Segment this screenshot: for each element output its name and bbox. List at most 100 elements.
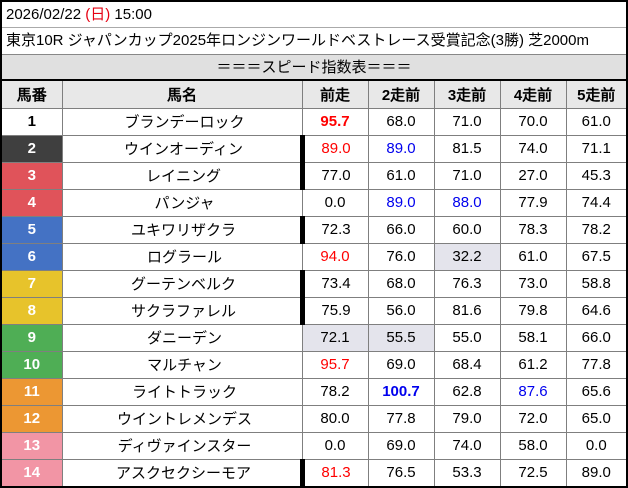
index-value-cell: 77.0: [299, 161, 369, 190]
index-value-cell: 88.0: [433, 188, 501, 217]
index-value-cell: 95.7: [301, 350, 369, 379]
col-header-horse-number: 馬番: [2, 81, 63, 109]
index-value-cell: 71.0: [433, 161, 501, 190]
table-row: 10 マルチャン 95.7 69.0 68.4 61.2 77.8: [2, 350, 626, 379]
horse-number-cell: 2: [2, 134, 63, 163]
speed-index-table: 馬番 馬名 前走 2走前 3走前 4走前 5走前 1 ブランデーロック 95.7…: [2, 81, 626, 486]
horse-number-cell: 12: [2, 404, 63, 433]
index-value-cell: 68.4: [433, 350, 501, 379]
index-value-cell: 87.6: [499, 377, 567, 406]
index-value-cell: 68.0: [367, 107, 435, 136]
horse-number-cell: 1: [2, 107, 63, 136]
horse-name-cell: サクラファレル: [61, 296, 303, 325]
table-row: 12 ウイントレメンデス 80.0 77.8 79.0 72.0 65.0: [2, 404, 626, 433]
horse-name-cell: ログラール: [61, 242, 303, 271]
horse-name-cell: レイニング: [61, 161, 303, 190]
index-value-cell: 64.6: [565, 296, 626, 325]
horse-name-cell: アスクセクシーモア: [61, 458, 303, 486]
col-header-last-run: 前走: [301, 81, 369, 109]
horse-number-cell: 10: [2, 350, 63, 379]
col-header-4-runs-ago: 4走前: [499, 81, 567, 109]
index-value-cell: 89.0: [565, 458, 626, 486]
index-value-cell: 62.8: [433, 377, 501, 406]
index-value-cell: 58.8: [565, 269, 626, 298]
index-value-cell: 79.0: [433, 404, 501, 433]
index-value-cell: 68.0: [367, 269, 435, 298]
index-value-cell: 55.0: [433, 323, 501, 352]
index-value-cell: 53.3: [433, 458, 501, 486]
index-value-cell: 80.0: [301, 404, 369, 433]
table-row: 5 ユキワリザクラ 72.3 66.0 60.0 78.3 78.2: [2, 215, 626, 244]
horse-name-cell: グーテンベルク: [61, 269, 303, 298]
horse-number-cell: 9: [2, 323, 63, 352]
index-value-cell: 58.1: [499, 323, 567, 352]
index-value-cell: 61.2: [499, 350, 567, 379]
index-value-cell: 71.1: [565, 134, 626, 163]
index-value-cell: 89.0: [367, 188, 435, 217]
index-value-cell: 78.2: [301, 377, 369, 406]
index-value-cell: 45.3: [565, 161, 626, 190]
horse-number-cell: 3: [2, 161, 63, 190]
index-value-cell: 81.6: [433, 296, 501, 325]
race-date: 2026/02/22: [6, 6, 82, 23]
speed-table-body: 1 ブランデーロック 95.7 68.0 71.0 70.0 61.0 2 ウイ…: [2, 107, 626, 486]
index-value-cell: 76.0: [367, 242, 435, 271]
index-value-cell: 78.3: [499, 215, 567, 244]
index-value-cell: 73.0: [499, 269, 567, 298]
index-value-cell: 0.0: [301, 188, 369, 217]
index-value-cell: 72.3: [299, 215, 369, 244]
horse-number-cell: 7: [2, 269, 63, 298]
index-value-cell: 89.0: [367, 134, 435, 163]
index-value-cell: 66.0: [367, 215, 435, 244]
index-value-cell: 81.3: [299, 458, 369, 486]
table-row: 1 ブランデーロック 95.7 68.0 71.0 70.0 61.0: [2, 107, 626, 136]
horse-number-cell: 13: [2, 431, 63, 460]
horse-name-cell: パンジャ: [61, 188, 303, 217]
index-value-cell: 67.5: [565, 242, 626, 271]
horse-name-cell: ブランデーロック: [61, 107, 303, 136]
horse-number-cell: 11: [2, 377, 63, 406]
index-value-cell: 76.3: [433, 269, 501, 298]
horse-number-cell: 4: [2, 188, 63, 217]
table-row: 9 ダニーデン 72.1 55.5 55.0 58.1 66.0: [2, 323, 626, 352]
index-value-cell: 70.0: [499, 107, 567, 136]
col-header-3-runs-ago: 3走前: [433, 81, 501, 109]
index-value-cell: 95.7: [301, 107, 369, 136]
table-row: 3 レイニング 77.0 61.0 71.0 27.0 45.3: [2, 161, 626, 190]
index-value-cell: 72.1: [301, 323, 369, 352]
table-row: 14 アスクセクシーモア 81.3 76.5 53.3 72.5 89.0: [2, 458, 626, 486]
table-row: 11 ライトトラック 78.2 100.7 62.8 87.6 65.6: [2, 377, 626, 406]
horse-number-cell: 8: [2, 296, 63, 325]
index-value-cell: 66.0: [565, 323, 626, 352]
index-value-cell: 27.0: [499, 161, 567, 190]
index-value-cell: 77.8: [367, 404, 435, 433]
index-value-cell: 0.0: [301, 431, 369, 460]
table-row: 4 パンジャ 0.0 89.0 88.0 77.9 74.4: [2, 188, 626, 217]
index-value-cell: 100.7: [367, 377, 435, 406]
horse-number-cell: 5: [2, 215, 63, 244]
index-value-cell: 72.5: [499, 458, 567, 486]
table-row: 8 サクラファレル 75.9 56.0 81.6 79.8 64.6: [2, 296, 626, 325]
index-value-cell: 78.2: [565, 215, 626, 244]
index-value-cell: 61.0: [565, 107, 626, 136]
index-value-cell: 65.0: [565, 404, 626, 433]
horse-name-cell: ライトトラック: [61, 377, 303, 406]
table-row: 13 ディヴァインスター 0.0 69.0 74.0 58.0 0.0: [2, 431, 626, 460]
index-value-cell: 72.0: [499, 404, 567, 433]
index-value-cell: 71.0: [433, 107, 501, 136]
col-header-5-runs-ago: 5走前: [565, 81, 626, 109]
index-value-cell: 60.0: [433, 215, 501, 244]
table-row: 2 ウインオーディン 89.0 89.0 81.5 74.0 71.1: [2, 134, 626, 163]
index-value-cell: 77.9: [499, 188, 567, 217]
index-value-cell: 55.5: [367, 323, 435, 352]
index-value-cell: 94.0: [301, 242, 369, 271]
index-value-cell: 74.0: [433, 431, 501, 460]
table-header-row: 馬番 馬名 前走 2走前 3走前 4走前 5走前: [2, 81, 626, 109]
horse-name-cell: ディヴァインスター: [61, 431, 303, 460]
index-value-cell: 69.0: [367, 350, 435, 379]
horse-name-cell: ウイントレメンデス: [61, 404, 303, 433]
col-header-2-runs-ago: 2走前: [367, 81, 435, 109]
index-value-cell: 58.0: [499, 431, 567, 460]
race-day-of-week: (日): [85, 6, 111, 23]
